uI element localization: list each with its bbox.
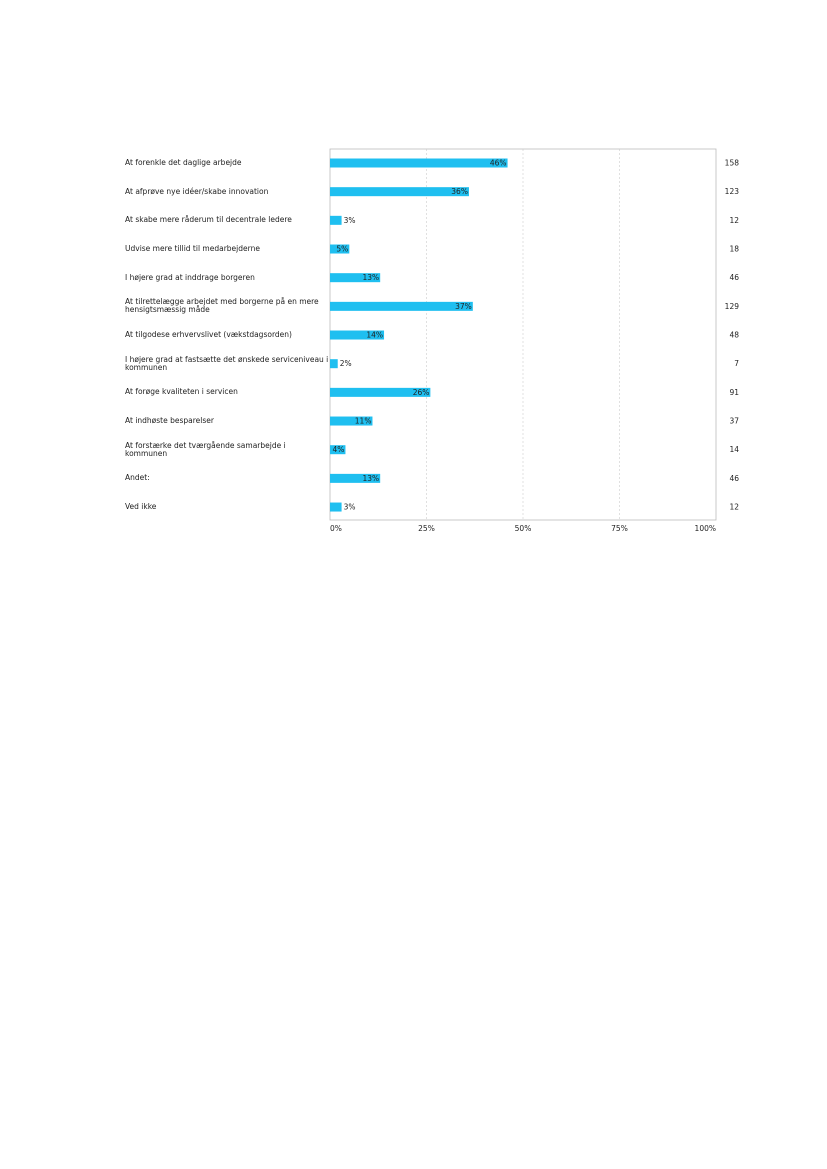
category-label: At forøge kvaliteten i servicen [125,387,238,397]
bar-value-label: 3% [344,216,356,225]
count-label: 91 [729,388,739,397]
bar [330,215,342,225]
bar [330,387,431,397]
bar-value-label: 5% [336,245,348,254]
category-label: At forstærke det tværgående samarbejde i… [125,440,286,458]
count-label: 48 [729,331,739,340]
category-label: At tilgodese erhvervslivet (vækstdagsord… [125,330,292,340]
bar [330,473,381,483]
bar-value-label: 36% [451,187,468,196]
category-label: At afprøve nye idéer/skabe innovation [125,186,269,196]
category-label: At tilrettelægge arbejdet med borgerne p… [125,297,319,315]
bar-value-label: 2% [340,359,352,368]
bar-value-label: 4% [333,445,345,454]
category-label: I højere grad at inddrage borgeren [125,272,255,282]
count-label: 46 [729,474,739,483]
bar [330,445,346,455]
x-tick-label: 100% [695,524,716,533]
x-tick-label: 0% [330,524,342,533]
bar-value-label: 46% [490,159,507,168]
bar [330,187,469,197]
count-label: 158 [725,159,740,168]
x-tick-label: 75% [611,524,628,533]
bar [330,158,508,168]
bar-value-label: 37% [455,302,472,311]
bar-value-label: 13% [363,474,380,483]
bar [330,273,381,283]
count-label: 129 [725,302,740,311]
count-label: 123 [725,187,740,196]
x-tick-label: 50% [515,524,532,533]
bar-value-label: 11% [355,417,372,426]
category-label: Andet: [125,473,150,483]
bar [330,301,473,311]
count-label: 14 [729,445,739,454]
bar-value-label: 26% [413,388,430,397]
bar-value-label: 13% [363,273,380,282]
bar-value-label: 3% [344,503,356,512]
category-label: Udvise mere tillid til medarbejderne [125,244,260,253]
x-tick-label: 25% [418,524,435,533]
category-label: At skabe mere råderum til decentrale led… [125,215,292,225]
bar [330,359,338,369]
category-label: At indhøste besparelser [125,416,214,426]
bar-value-label: 14% [366,331,383,340]
bar [330,330,385,340]
count-label: 12 [729,216,739,225]
bar [330,502,342,512]
count-label: 37 [729,417,739,426]
bar [330,416,373,426]
count-label: 46 [729,273,739,282]
category-label: Ved ikke [125,502,157,512]
category-label: I højere grad at fastsætte det ønskede s… [125,354,329,372]
bar [330,244,350,254]
count-label: 12 [729,503,739,512]
count-label: 18 [729,245,739,254]
category-label: At forenkle det daglige arbejde [125,158,242,167]
count-label: 7 [734,359,739,368]
